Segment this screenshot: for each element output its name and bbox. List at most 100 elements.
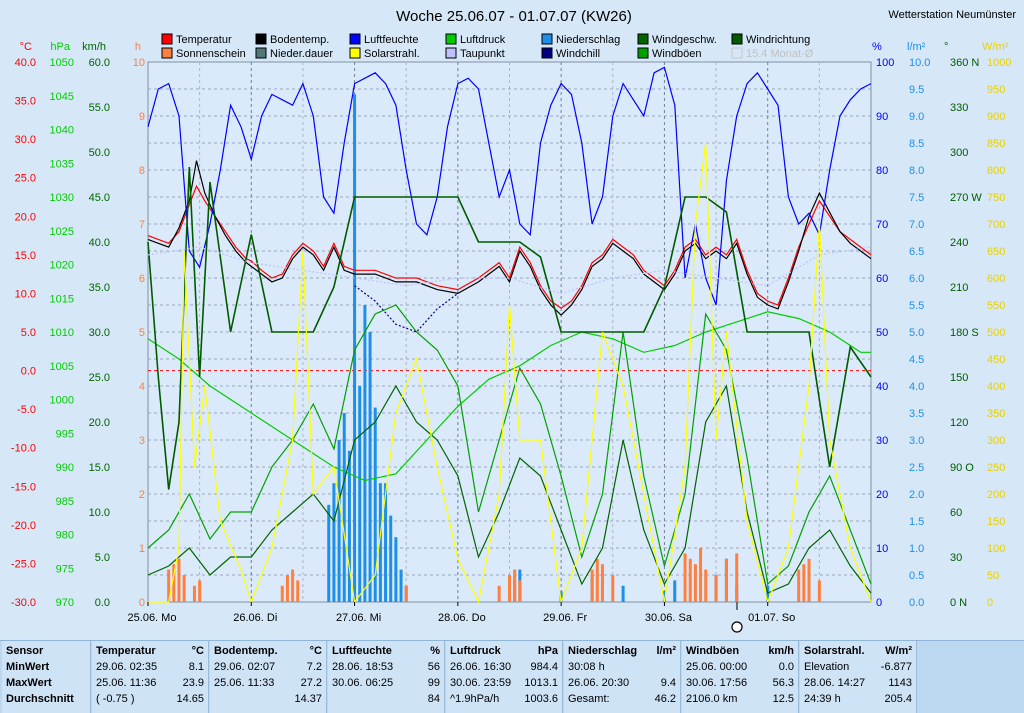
dir-axis-tick: 330 [950,102,968,114]
legend-label: Windböen [652,48,702,60]
x-tick-label: 30.06. Sa [645,612,693,624]
dir-axis-tick: 60 [950,507,962,519]
x-tick-label: 26.06. Di [233,612,277,624]
stats-row: 30.06. 23:59 1013.1 [450,675,558,691]
sunshine-bar [513,569,517,602]
temp-axis-tick: -25.0 [11,558,36,570]
stats-label: 25.06. 11:33 [214,677,275,689]
precip-bar [332,483,336,602]
press-axis-unit: hPa [50,41,70,53]
rain-axis-tick: 8.0 [909,165,924,177]
solar-axis-tick: 550 [987,300,1005,312]
press-axis-tick: 995 [56,428,74,440]
stats-label: 24:39 h [804,693,841,705]
dir-axis-unit: ° [944,41,948,53]
stats-label: Solarstrahl. [804,645,865,657]
stats-value: -6.877 [880,661,912,673]
stats-row: Niederschlag l/m² [568,643,676,659]
press-axis-tick: 1045 [50,91,74,103]
sun-axis-tick: 3 [139,435,145,447]
precip-bar [347,450,351,602]
sunshine-bar [404,585,408,602]
stats-column: Luftfeuchte% 28.06. 18:53 56 30.06. 06:25 99… [328,641,445,713]
stats-value: 84 [427,693,440,705]
temp-axis-tick: 30.0 [15,134,36,146]
wind-axis-tick: 55.0 [89,102,110,114]
stats-row: 28.06. 14:27 1143 [804,675,912,691]
sunshine-bar [182,575,186,602]
stats-label: 29.06. 02:35 [96,661,158,673]
press-axis-tick: 1020 [50,260,74,272]
solar-axis-tick: 1000 [987,57,1011,69]
stats-row: MinWert [6,659,86,675]
rain-axis-tick: 6.5 [909,246,924,258]
stats-row: Gesamt: 46.2 [568,691,676,707]
stats-label: Windböen [686,645,740,657]
solar-axis-tick: 750 [987,192,1005,204]
rain-axis-tick: 0.0 [909,597,924,609]
x-tick-label: 29.06. Fr [543,612,587,624]
legend-swatch [255,33,267,45]
stats-value: °C [309,645,322,657]
hum-axis-tick: 70 [876,219,888,231]
hum-axis-tick: 50 [876,327,888,339]
precip-bar [384,483,388,602]
solar-axis-tick: 250 [987,462,1005,474]
temp-axis-tick: -10.0 [11,443,36,455]
solar-axis-tick: 650 [987,246,1005,258]
sunshine-bar [280,585,284,602]
sun-axis-tick: 6 [139,273,145,285]
wind-axis-tick: 5.0 [95,552,110,564]
stats-value: W/m² [885,645,912,657]
sunshine-bar [595,558,599,602]
legend-label: Temperatur [176,34,232,46]
precip-bar [358,386,362,602]
stats-value: 56 [427,661,440,673]
wind-axis-tick: 0.0 [95,597,110,609]
sunshine-bar [807,558,811,602]
legend-swatch [349,33,361,45]
rain-axis-tick: 3.5 [909,408,924,420]
legend-label: Windchill [556,48,600,60]
stats-label: 30.06. 17:56 [686,677,748,689]
stats-column: Solarstrahl. W/m² Elevation -6.877 28.06. 14… [800,641,917,713]
stats-value: l/m² [656,645,676,657]
press-axis-tick: 970 [56,597,74,609]
stats-row: 2106.0 km 12.5 [686,691,794,707]
solar-axis-tick: 600 [987,273,1005,285]
sunshine-bar [590,569,594,602]
sunshine-bar [198,580,202,602]
solar-axis-tick: 450 [987,354,1005,366]
series-luftdruck [147,311,871,482]
stats-row: Elevation -6.877 [804,659,912,675]
stats-value: 8.1 [188,661,204,673]
stats-value: 23.9 [182,677,204,689]
wind-axis-tick: 60.0 [89,57,110,69]
stats-label: 28.06. 14:27 [804,677,866,689]
stats-row: Luftfeuchte% [332,643,440,659]
temp-axis-tick: 0.0 [21,366,36,378]
stats-value: 99 [427,677,440,689]
wind-axis-tick: 25.0 [89,372,110,384]
sunshine-bar [497,585,501,602]
wind-axis-tick: 40.0 [89,237,110,249]
legend-label: Luftfeuchte [364,34,418,46]
temp-axis-tick: -15.0 [11,481,36,493]
wind-axis-tick: 15.0 [89,462,110,474]
series-windb-en [147,304,872,586]
press-axis-tick: 1000 [50,395,74,407]
press-axis-tick: 1040 [50,125,74,137]
legend-swatch [445,33,457,45]
stats-column: Bodentemp. °C 29.06. 02:07 7.2 25.06. 11:33 2… [210,641,327,713]
legend-label: 15.4 Monat-Ø [746,48,814,60]
stats-label: Sensor [6,645,44,657]
stats-label: MaxWert [6,677,52,689]
wind-axis-tick: 45.0 [89,192,110,204]
stats-value: 984.4 [530,661,558,673]
stats-label: Elevation [804,661,850,673]
press-axis-tick: 985 [56,496,74,508]
sunshine-bar [192,585,196,602]
stats-value: °C [191,645,204,657]
stats-value: 14.65 [176,693,204,705]
stats-value: 14.37 [294,693,322,705]
